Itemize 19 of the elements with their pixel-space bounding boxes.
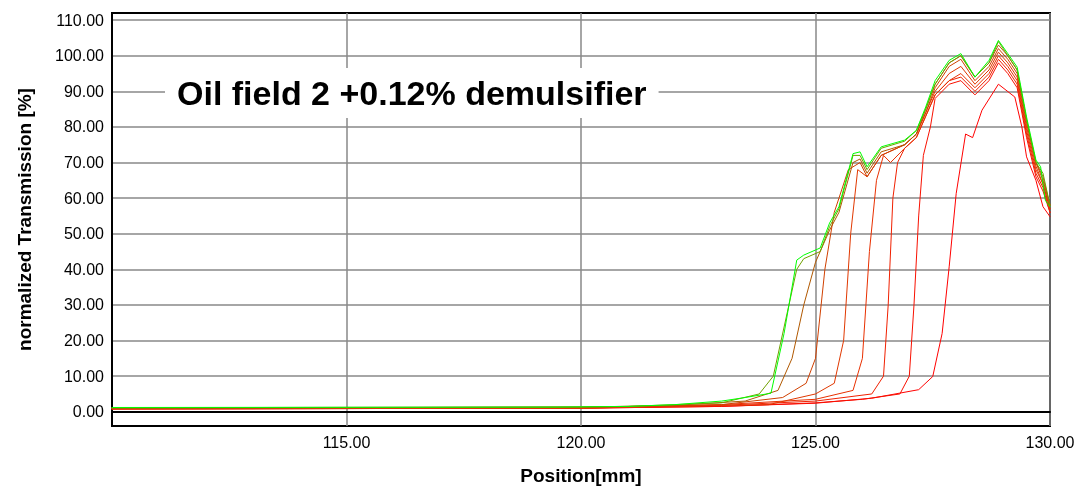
- y-tick-label: 40.00: [63, 260, 105, 278]
- y-tick-label: 70.00: [63, 154, 105, 172]
- y-tick-label: 80.00: [63, 118, 105, 136]
- y-tick-label: 110.00: [56, 11, 105, 29]
- x-tick-label: 130.00: [1025, 433, 1075, 451]
- x-tick-label: 120.00: [556, 433, 606, 451]
- y-axis-title: normalized Transmission [%]: [14, 88, 35, 351]
- y-tick-label: 60.00: [63, 189, 105, 207]
- y-tick-label: 0.00: [72, 403, 105, 421]
- x-axis-title: Position[mm]: [520, 465, 642, 486]
- y-tick-label: 20.00: [63, 332, 105, 350]
- text: Oil field 2 +0.12% demulsifier: [177, 74, 647, 112]
- y-tick-label: 50.00: [63, 225, 105, 243]
- y-tick-label: 30.00: [63, 296, 105, 314]
- y-tick-label: 90.00: [63, 82, 105, 100]
- y-tick-label: 10.00: [63, 367, 105, 385]
- x-tick-label: 125.00: [791, 433, 841, 451]
- x-tick-label: 115.00: [322, 433, 371, 451]
- y-tick-label: 100.00: [55, 47, 105, 65]
